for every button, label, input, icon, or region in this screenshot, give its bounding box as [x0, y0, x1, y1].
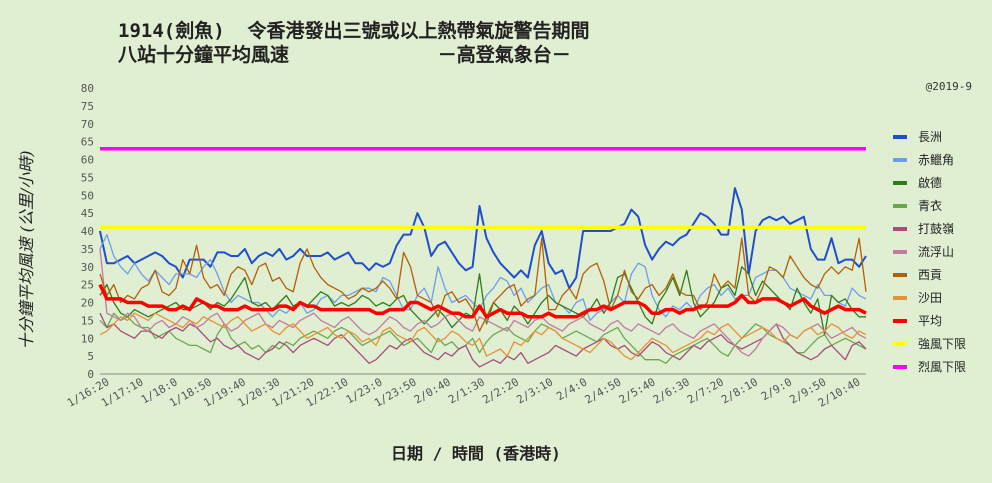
y-tick-label: 35	[81, 243, 94, 256]
y-tick-label: 10	[81, 332, 94, 345]
legend-item: 西貢	[893, 263, 966, 286]
y-tick-label: 80	[81, 82, 94, 95]
y-tick-label: 25	[81, 279, 94, 292]
y-tick-label: 15	[81, 314, 94, 327]
y-tick-label: 5	[87, 350, 94, 363]
series-line	[99, 187, 867, 290]
legend-label: 強風下限	[918, 337, 967, 351]
legend-swatch	[893, 295, 907, 300]
legend-label: 西貢	[918, 268, 943, 282]
y-tick-label: 0	[87, 368, 94, 381]
legend-item: 強風下限	[893, 332, 966, 355]
x-axis-label: 日期 / 時間 (香港時)	[391, 444, 561, 463]
y-tick-label: 70	[81, 118, 94, 131]
series-line	[99, 248, 867, 357]
x-tick-label: 2/4:50	[583, 375, 624, 406]
legend-label: 啟德	[918, 176, 943, 190]
legend-item: 打鼓嶺	[893, 217, 966, 240]
y-tick-label: 75	[81, 100, 94, 113]
legend-label: 赤鱲角	[918, 153, 955, 167]
y-tick-label: 65	[81, 136, 94, 149]
legend-item: 赤鱲角	[893, 148, 966, 171]
series-line	[99, 312, 867, 361]
series-line	[99, 312, 867, 368]
legend-swatch	[893, 318, 907, 323]
y-tick-label: 45	[81, 207, 94, 220]
legend-swatch	[893, 203, 907, 208]
y-tick-label: 55	[81, 171, 94, 184]
copyright-label: @2019-9	[925, 80, 972, 93]
legend-swatch	[893, 134, 907, 139]
legend-label: 平均	[918, 314, 943, 328]
legend-swatch	[893, 364, 907, 369]
y-tick-label: 50	[81, 189, 94, 202]
legend-item: 沙田	[893, 286, 966, 309]
legend-label: 烈風下限	[918, 360, 967, 374]
chart-title-line1: 1914(劍魚) 令香港發出三號或以上熱帶氣旋警告期間	[118, 20, 590, 42]
y-tick-label: 40	[81, 225, 94, 238]
legend-item: 烈風下限	[893, 355, 966, 378]
legend-item: 啟德	[893, 171, 966, 194]
x-tick-label: 2/1:30	[446, 375, 487, 406]
legend-swatch	[893, 272, 907, 277]
legend-item: 流浮山	[893, 240, 966, 263]
x-tick-label: 2/3:10	[514, 375, 555, 406]
x-tick-label: 2/5:40	[617, 375, 658, 406]
series-line	[99, 266, 866, 336]
legend-label: 沙田	[918, 291, 943, 305]
series-line	[99, 312, 867, 364]
legend-item: 長洲	[893, 125, 966, 148]
x-tick-label: 2/0:40	[412, 375, 453, 406]
legend-swatch	[893, 226, 907, 231]
legend-swatch	[893, 341, 907, 346]
series-line	[99, 237, 867, 332]
x-tick-label: 2/6:30	[651, 375, 692, 406]
legend-label: 長洲	[918, 130, 943, 144]
y-tick-label: 60	[81, 154, 94, 167]
legend-item: 青衣	[893, 194, 966, 217]
legend-label: 青衣	[918, 199, 943, 213]
y-tick-label: 30	[81, 261, 94, 274]
x-tick-label: 2/2:20	[480, 375, 521, 406]
legend-swatch	[893, 180, 907, 185]
legend-label: 流浮山	[918, 245, 955, 259]
legend-swatch	[893, 157, 907, 162]
legend-swatch	[893, 249, 907, 254]
legend-label: 打鼓嶺	[918, 222, 955, 236]
y-axis-label: 十分鐘平均風速 (公里/小時)	[17, 150, 36, 350]
chart-title-line2: 八站十分鐘平均風速 －高登氣象台－	[118, 44, 571, 66]
legend-item: 平均	[893, 309, 966, 332]
series-line	[98, 283, 867, 319]
y-tick-label: 20	[81, 297, 94, 310]
x-tick-label: 2/7:20	[685, 375, 726, 406]
legend: 長洲赤鱲角啟德青衣打鼓嶺流浮山西貢沙田平均強風下限烈風下限	[893, 125, 966, 378]
x-tick-label: 2/8:10	[719, 375, 760, 406]
